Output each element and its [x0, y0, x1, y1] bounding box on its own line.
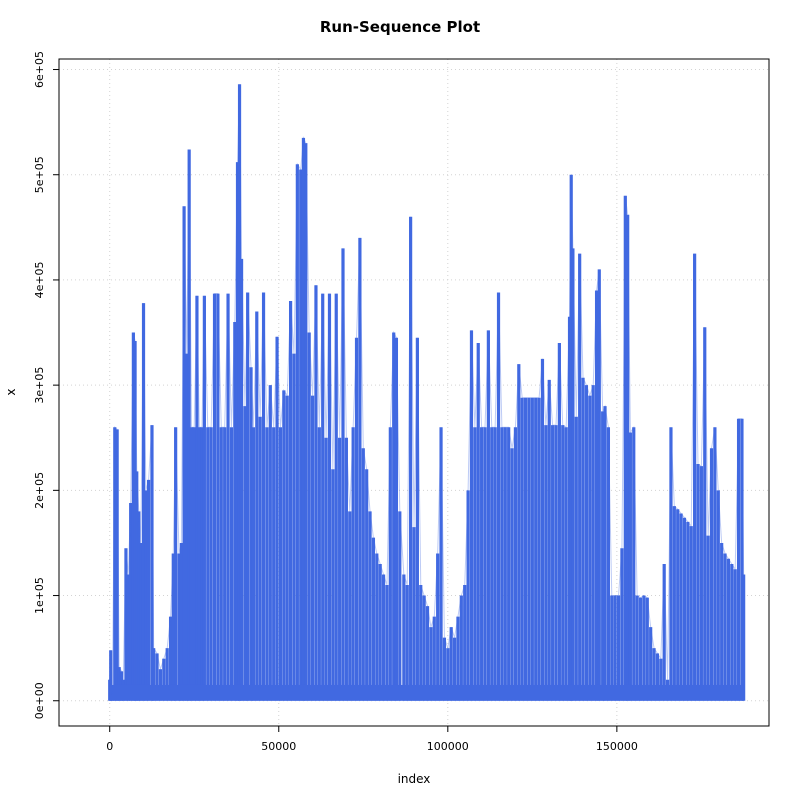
chart-title: Run-Sequence Plot — [319, 18, 481, 36]
x-tick-label: 100000 — [427, 740, 469, 753]
y-axis-title: x — [4, 388, 18, 395]
x-axis: 0 50000 100000 150000 — [106, 726, 638, 753]
x-axis-title: index — [398, 772, 431, 786]
baseline-band — [109, 684, 744, 701]
series-line — [109, 84, 745, 696]
x-tick-label: 50000 — [261, 740, 296, 753]
y-tick-label: 6e+05 — [33, 51, 46, 88]
y-tick-label: 4e+05 — [33, 261, 46, 298]
x-tick-label: 150000 — [596, 740, 638, 753]
data-series — [108, 84, 746, 701]
plot-frame — [58, 58, 770, 727]
y-tick-label: 2e+05 — [33, 472, 46, 509]
y-tick-label: 3e+05 — [33, 367, 46, 404]
x-tick-label: 0 — [106, 740, 113, 753]
y-tick-label: 0e+00 — [33, 682, 46, 719]
y-tick-label: 5e+05 — [33, 156, 46, 193]
y-tick-label: 1e+05 — [33, 577, 46, 614]
y-axis: 0e+00 1e+05 2e+05 3e+05 4e+05 5e+05 6e+05 — [33, 51, 59, 719]
